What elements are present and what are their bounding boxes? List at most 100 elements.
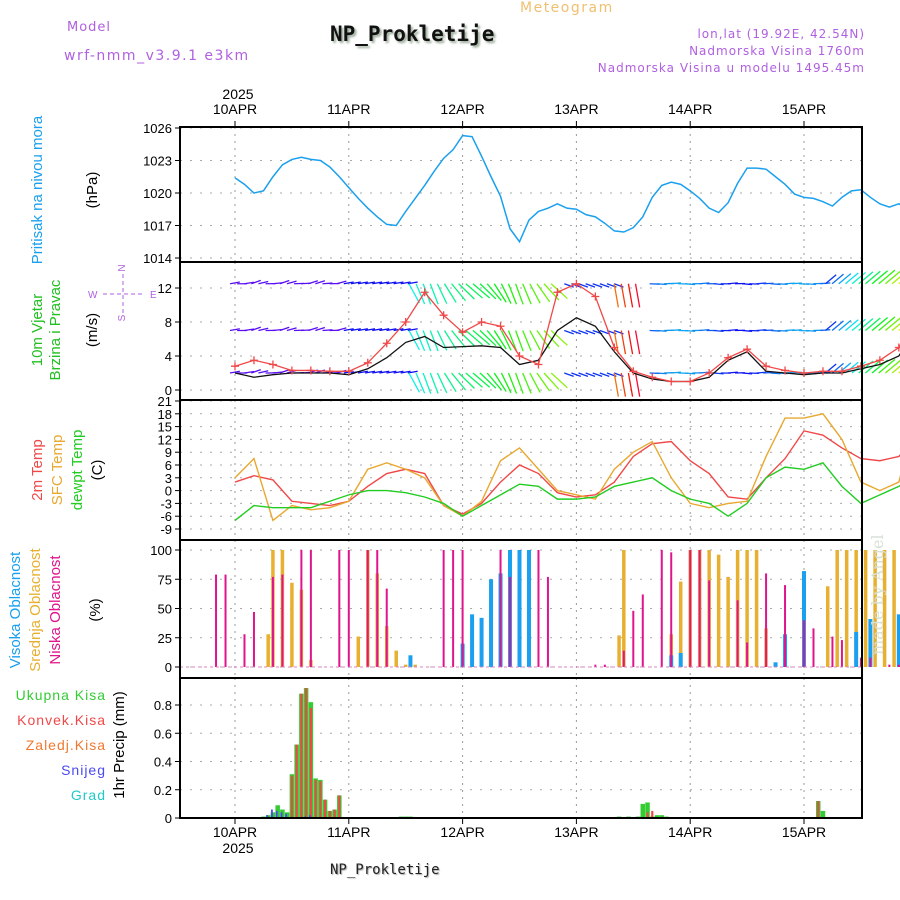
cloud-high-axis-title: Visoka Oblacnost [7, 551, 24, 668]
y-tick-label: 0 [165, 811, 172, 826]
wind-barb [451, 330, 467, 348]
wind-barb [372, 281, 383, 285]
watermark: made by Angel [868, 534, 887, 655]
wind-barb [656, 329, 667, 332]
precip-snow-bar [266, 815, 269, 818]
x-bottom-date-label: 14APR [668, 824, 712, 840]
wind-gust-marker [781, 366, 790, 375]
wind-barb [372, 328, 383, 332]
x-top-date-label: 11APR [327, 101, 370, 117]
precip-conv-bar [333, 809, 336, 818]
cloud-mid-bar [290, 582, 294, 667]
y-tick-label: 1014 [143, 251, 172, 266]
wind-barb [831, 320, 844, 331]
wind-barb [279, 279, 290, 285]
temp-units: (C) [89, 460, 106, 481]
wind-barb [422, 330, 432, 352]
wind-barb [578, 329, 589, 335]
precip-legend-item: Grad [71, 787, 106, 803]
wind-barb [500, 283, 512, 304]
wind-gust-marker [496, 322, 505, 331]
cloud-low-bar [888, 664, 891, 667]
wind-barb [515, 330, 524, 352]
wind-barb [472, 330, 491, 346]
precip-conv-bar [314, 779, 317, 818]
precip-legend-item: Zaledj.Kisa [26, 737, 106, 753]
wind-barb [379, 328, 390, 332]
cloud-low-bar [869, 657, 872, 667]
precip-total-bar [280, 809, 285, 818]
wind-barb [845, 319, 859, 331]
wind-barb [251, 326, 261, 332]
y-tick-label: 100 [150, 543, 172, 558]
wind-barb [670, 371, 681, 374]
wind-barb [343, 328, 354, 332]
precip-conv-bar [323, 799, 327, 818]
cloud-low-bar [736, 600, 739, 667]
wind-barb [522, 372, 532, 394]
wind-barb [279, 369, 290, 374]
cloud-low-bar [622, 650, 625, 667]
compass-west: W [88, 290, 98, 301]
wind-barb [500, 330, 512, 351]
wind-barb [493, 283, 507, 303]
wind-barb [436, 372, 448, 394]
wind-units: (m/s) [84, 313, 101, 347]
cloud-low-bar [224, 574, 227, 667]
wind-gust-marker [800, 369, 808, 377]
wind-barb [493, 330, 507, 350]
wind-gust-marker [420, 288, 429, 297]
x-top-date-label: 12APR [440, 101, 484, 117]
wind-barb [550, 372, 568, 389]
temp-sfc-line [234, 413, 900, 522]
model-label: Model [67, 20, 112, 35]
wind-barb [365, 328, 376, 332]
wind-barb [507, 330, 518, 352]
x-bottom-date-label: 15APR [782, 824, 826, 840]
compass-cross [103, 274, 143, 314]
wind-barb [838, 273, 852, 285]
wind-barb [244, 328, 255, 332]
cloud-low-bar [641, 594, 644, 667]
wind-barb [620, 283, 627, 308]
wind-barb [500, 372, 512, 394]
wind-barb [871, 270, 889, 285]
wind-barb [379, 281, 390, 285]
dewpt-line [234, 462, 900, 522]
panel-frame [179, 126, 863, 263]
wind-barb [486, 330, 502, 348]
wind-gust-marker [572, 279, 581, 288]
text-layer: 1014101710201023102604812-9-6-3036912151… [7, 86, 826, 856]
pressure-axis-title: Pritisak na nivou mora [29, 115, 46, 264]
wind-barb [336, 327, 347, 332]
wind-barb [627, 330, 634, 355]
cloud-low-bar [670, 552, 673, 667]
temp-2m-line [234, 430, 900, 515]
wind-barb [620, 372, 627, 397]
cloud-mid-bar [754, 550, 759, 667]
y-tick-label: 15 [158, 420, 172, 435]
wind-barb [529, 283, 541, 304]
wind-gust-marker [515, 352, 524, 360]
wind-barb [479, 330, 497, 347]
elevation-label: Nadmorska Visina 1760m [689, 44, 865, 58]
y-tick-label: 25 [158, 631, 172, 646]
wind-gust-marker [458, 328, 467, 337]
wind-barb [865, 317, 881, 331]
x-top-date-label: 13APR [554, 101, 598, 117]
compass-north: N [117, 264, 128, 271]
cloud-low-bar [840, 640, 843, 667]
cloud-low-bar [309, 550, 312, 667]
precip-snow-bar [271, 809, 273, 818]
wind-barb [585, 372, 596, 378]
cloud-low-bar [689, 550, 692, 667]
cloud-mid-bar [844, 550, 849, 667]
precip-conv-bar [817, 801, 820, 818]
wind-barb [656, 283, 667, 286]
precip-conv-bar [646, 812, 649, 818]
wind-barb [599, 372, 610, 378]
wind-barb [891, 323, 900, 331]
cloud-mid-bar [266, 634, 270, 667]
wind-barb [522, 330, 532, 352]
